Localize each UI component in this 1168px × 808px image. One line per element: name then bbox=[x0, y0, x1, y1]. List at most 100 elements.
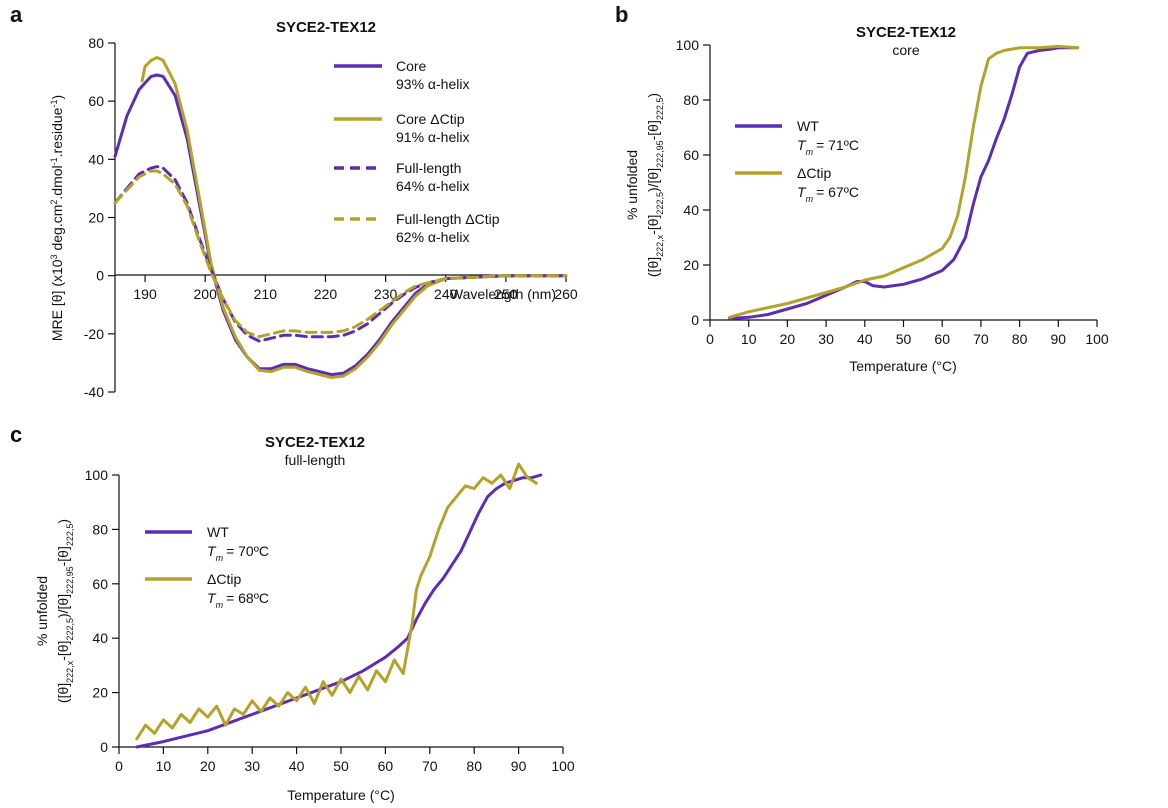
panel-label-c: c bbox=[10, 422, 22, 447]
legend-label-full-length: Full-length bbox=[396, 160, 461, 176]
panel-b-x-label: Temperature (°C) bbox=[849, 358, 957, 374]
legend-label-core: Core bbox=[396, 58, 427, 74]
x-tick-label: 200 bbox=[194, 286, 218, 302]
x-tick-label: 210 bbox=[254, 286, 278, 302]
x-tick-label: 30 bbox=[244, 758, 260, 774]
panel-c-title: SYCE2-TEX12 bbox=[265, 434, 365, 451]
series-line-wt bbox=[727, 46, 1080, 321]
panel-c-subtitle: full-length bbox=[285, 452, 346, 468]
series-line-full-length-ctip bbox=[113, 169, 568, 339]
y-tick-label: 60 bbox=[88, 93, 104, 109]
panel-a-title: SYCE2-TEX12 bbox=[276, 19, 376, 36]
x-tick-label: 80 bbox=[466, 758, 482, 774]
panel-c-y-label-formula: ([θ]222,x-[θ]222,5)/[θ]222,95-[θ]222,5) bbox=[55, 519, 75, 703]
panel-c-ticks: 0 10 20 30 40 50 60 70 80 90 100 0 20 40 60 80 100 bbox=[85, 467, 575, 774]
y-tick-label: 20 bbox=[92, 685, 108, 701]
y-tick-label: -20 bbox=[84, 326, 104, 342]
panel-c-x-label: Temperature (°C) bbox=[287, 787, 395, 803]
y-tick-label: 20 bbox=[88, 210, 104, 226]
x-tick-label: 50 bbox=[333, 758, 349, 774]
series-line-full-length bbox=[113, 165, 568, 343]
x-tick-label: 20 bbox=[200, 758, 216, 774]
panel-label-b: b bbox=[615, 2, 628, 27]
legend-label-core-dctip: Core ΔCtip bbox=[396, 111, 465, 127]
panel-b: b SYCE2-TEX12 core 0 10 20 30 40 50 60 70 80 90 10… bbox=[615, 2, 1109, 374]
y-tick-label: 60 bbox=[683, 147, 699, 163]
y-tick-label: 20 bbox=[683, 257, 699, 273]
legend-note-core-dctip: 91% α-helix bbox=[396, 129, 469, 145]
legend-label-dctip: ΔCtip bbox=[797, 165, 831, 181]
series-line-ctip bbox=[135, 462, 538, 741]
y-tick-label: 0 bbox=[691, 312, 699, 328]
series-line-core-ctip bbox=[140, 56, 568, 379]
panel-c-y-label: % unfolded bbox=[34, 576, 50, 646]
x-tick-label: 30 bbox=[818, 331, 834, 347]
y-tick-label: 40 bbox=[683, 202, 699, 218]
panel-b-subtitle: core bbox=[892, 42, 919, 58]
x-tick-label: 260 bbox=[554, 286, 578, 302]
x-tick-label: 190 bbox=[133, 286, 157, 302]
panel-a-x-label: Wavelength (nm) bbox=[450, 286, 556, 302]
legend-note-full-length: 64% α-helix bbox=[396, 178, 469, 194]
legend-note-full-length-dctip: 62% α-helix bbox=[396, 229, 469, 245]
x-tick-label: 90 bbox=[511, 758, 527, 774]
legend-tm-dctip: Tm = 68ºC bbox=[207, 590, 269, 610]
x-tick-label: 70 bbox=[973, 331, 989, 347]
y-tick-label: 80 bbox=[683, 92, 699, 108]
panel-b-title: SYCE2-TEX12 bbox=[856, 24, 956, 41]
legend-label-dctip: ΔCtip bbox=[207, 571, 241, 587]
panel-a-series bbox=[113, 56, 568, 379]
y-tick-label: 80 bbox=[88, 35, 104, 51]
panel-b-ticks: 0 10 20 30 40 50 60 70 80 90 100 0 20 40 60 80 100 bbox=[676, 37, 1109, 347]
x-tick-label: 80 bbox=[1012, 331, 1028, 347]
legend-tm-wt: Tm = 71ºC bbox=[797, 137, 859, 157]
panel-b-y-label: % unfolded bbox=[624, 150, 640, 220]
x-tick-label: 20 bbox=[780, 331, 796, 347]
x-tick-label: 220 bbox=[314, 286, 338, 302]
y-tick-label: -40 bbox=[84, 384, 104, 400]
x-tick-label: 100 bbox=[1085, 331, 1109, 347]
x-tick-label: 70 bbox=[422, 758, 438, 774]
y-tick-label: 100 bbox=[85, 467, 109, 483]
x-tick-label: 250 bbox=[494, 286, 518, 302]
panel-a: a SYCE2-TEX12 190 200 210 220 230 240 250 260-4… bbox=[10, 2, 578, 400]
x-tick-label: 40 bbox=[289, 758, 305, 774]
y-tick-label: 40 bbox=[88, 151, 104, 167]
y-tick-label: 0 bbox=[96, 268, 104, 284]
series-line-wt bbox=[135, 473, 543, 749]
panel-b-y-label-formula: ([θ]222,x-[θ]222,5)/[θ]222,95-[θ]222,5) bbox=[645, 93, 665, 277]
y-tick-label: 60 bbox=[92, 576, 108, 592]
x-tick-label: 90 bbox=[1051, 331, 1067, 347]
x-tick-label: 230 bbox=[374, 286, 398, 302]
legend-note-core: 93% α-helix bbox=[396, 76, 469, 92]
x-tick-label: 0 bbox=[706, 331, 714, 347]
x-tick-label: 60 bbox=[378, 758, 394, 774]
x-tick-label: 10 bbox=[741, 331, 757, 347]
x-tick-label: 100 bbox=[551, 758, 575, 774]
panel-c-legend: WT Tm = 70ºC ΔCtip Tm = 68ºC bbox=[145, 524, 269, 610]
legend-label-wt: WT bbox=[797, 118, 819, 134]
y-tick-label: 40 bbox=[92, 630, 108, 646]
panel-c: c SYCE2-TEX12 full-length 0 10 20 30 40 50 60 7… bbox=[10, 422, 575, 803]
legend-label-wt: WT bbox=[207, 524, 229, 540]
y-tick-label: 100 bbox=[676, 37, 700, 53]
x-tick-label: 60 bbox=[934, 331, 950, 347]
panel-label-a: a bbox=[10, 2, 23, 27]
panel-a-ticks: 190 200 210 220 230 240 250 260 -40 -20 0 20 40 60 80 bbox=[84, 35, 578, 400]
x-tick-label: 50 bbox=[896, 331, 912, 347]
x-tick-label: 0 bbox=[115, 758, 123, 774]
panel-b-series bbox=[727, 44, 1080, 321]
legend-label-full-length-dctip: Full-length ΔCtip bbox=[396, 211, 500, 227]
panel-c-series bbox=[135, 462, 543, 749]
series-line-ctip bbox=[727, 44, 1080, 319]
panel-a-legend: Core 93% α-helix Core ΔCtip 91% α-helix … bbox=[334, 58, 500, 245]
legend-tm-wt: Tm = 70ºC bbox=[207, 543, 269, 563]
panel-a-y-label: MRE [θ] (x103 deg.cm2.dmol-1.residue-1) bbox=[49, 95, 65, 341]
x-tick-label: 40 bbox=[857, 331, 873, 347]
legend-tm-dctip: Tm = 67ºC bbox=[797, 184, 859, 204]
x-tick-label: 240 bbox=[434, 286, 458, 302]
panel-b-legend: WT Tm = 71ºC ΔCtip Tm = 67ºC bbox=[735, 118, 859, 204]
x-tick-label: 10 bbox=[156, 758, 172, 774]
y-tick-label: 80 bbox=[92, 521, 108, 537]
